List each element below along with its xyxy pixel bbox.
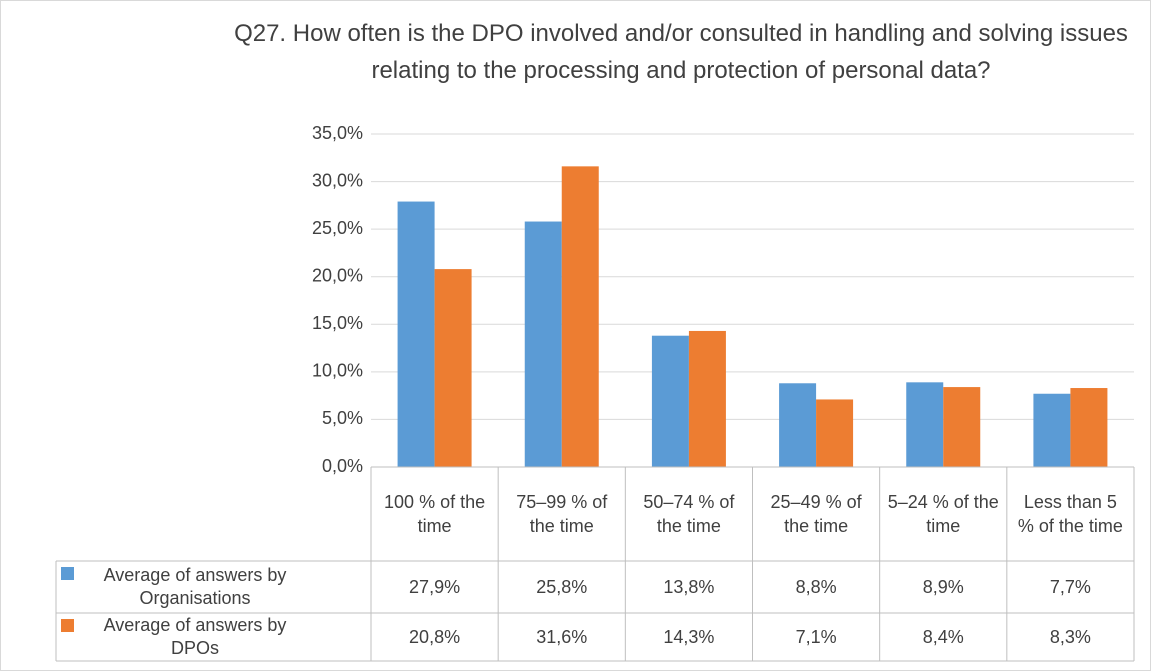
data-table-value: 14,3% [663, 626, 715, 647]
data-table-value: 8,3% [1049, 626, 1091, 647]
data-table-value: 7,1% [795, 626, 837, 647]
bar [651, 335, 689, 467]
bar [688, 330, 726, 467]
data-table-value: 7,7% [1049, 576, 1091, 597]
chart-title: Q27. How often is the DPO involved and/o… [234, 20, 1128, 84]
bar [397, 201, 435, 467]
data-table-value: 8,8% [795, 576, 837, 597]
legend-label: Average of answers by DPOs [103, 614, 287, 658]
legend-label: Average of answers by Organisations [103, 564, 287, 608]
data-table-value: 27,9% [409, 576, 461, 597]
legend-entry: Average of answers by DPOs [61, 613, 361, 661]
bar [561, 166, 599, 467]
legend-swatch [61, 567, 74, 580]
y-tick-label: 15,0% [312, 313, 363, 333]
y-tick-label: 30,0% [312, 170, 363, 190]
bar [816, 399, 854, 467]
y-tick-label: 5,0% [322, 408, 363, 428]
legend-swatch [61, 619, 74, 632]
legend-entry: Average of answers by Organisations [61, 561, 361, 613]
y-tick-label: 20,0% [312, 265, 363, 285]
bar [1033, 393, 1071, 467]
y-tick-label: 25,0% [312, 218, 363, 238]
bar [943, 387, 981, 467]
y-tick-label: 35,0% [312, 123, 363, 143]
data-table-value: 8,4% [922, 626, 964, 647]
data-table-value: 25,8% [536, 576, 588, 597]
x-tick-label: 75–99 % of the time [516, 491, 608, 536]
x-tick-label: 5–24 % of the time [887, 491, 999, 536]
x-tick-label: 50–74 % of the time [643, 491, 735, 536]
y-tick-label: 0,0% [322, 456, 363, 476]
x-tick-label: 25–49 % of the time [770, 491, 862, 536]
bar [524, 221, 562, 467]
bar [779, 383, 817, 467]
data-table-value: 8,9% [922, 576, 964, 597]
bar [434, 269, 472, 467]
bar [906, 382, 944, 467]
x-tick-label: 100 % of the time [384, 491, 486, 536]
data-table-value: 13,8% [663, 576, 715, 597]
x-tick-label: Less than 5 % of the time [1017, 491, 1123, 536]
data-table-value: 20,8% [409, 626, 461, 647]
data-table-value: 31,6% [536, 626, 588, 647]
y-tick-label: 10,0% [312, 361, 363, 381]
bar [1070, 388, 1108, 467]
